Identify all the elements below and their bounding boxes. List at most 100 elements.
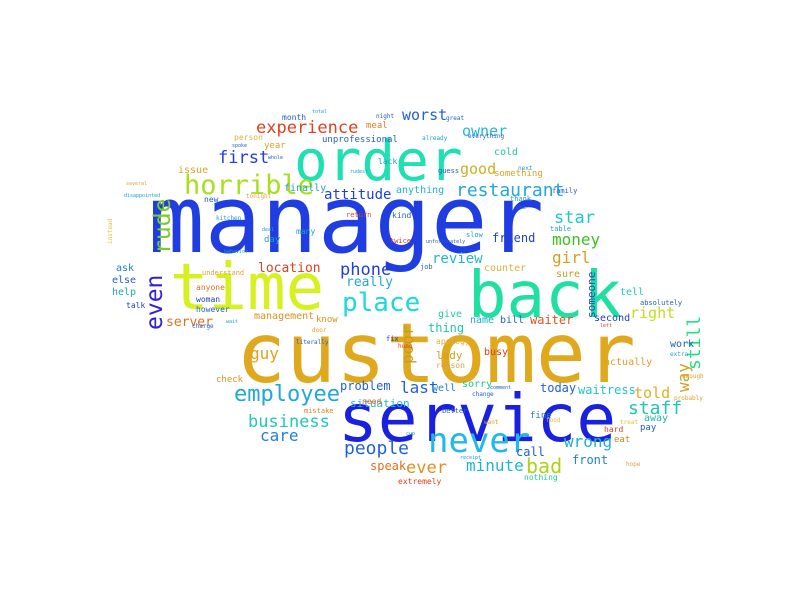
word-care: care (260, 426, 299, 445)
word-manager: manager (148, 166, 545, 275)
word-tell: tell (620, 287, 645, 298)
word-check: check (216, 375, 244, 385)
word-rude: rude (150, 198, 176, 254)
word-literally: literally (296, 339, 329, 346)
word-mistake: mistake (304, 407, 334, 415)
word-today: today (540, 381, 577, 395)
word-person: person (234, 133, 263, 142)
word-already: already (422, 135, 448, 142)
word-good: good (460, 160, 497, 178)
word-work: work (670, 339, 695, 350)
word-instead: instead (107, 218, 114, 244)
word-better: better (442, 407, 468, 415)
word-right: right (630, 304, 676, 322)
word-busy: busy (484, 347, 509, 358)
word-friend: friend (492, 231, 536, 245)
word-lady: lady (436, 349, 463, 362)
word-counter: counter (484, 263, 527, 274)
word-sure: sure (556, 269, 581, 280)
word-review: review (432, 251, 483, 267)
word-attitude: attitude (324, 187, 392, 203)
word-call: call (516, 445, 545, 459)
word-spoke: spoke (232, 143, 248, 149)
word-bill: bill (500, 315, 525, 326)
word-wrong: wrong (564, 432, 613, 451)
word-server: server (166, 315, 213, 330)
word-cold: cold (494, 147, 519, 158)
word-whole: whole (268, 155, 284, 161)
word-apology: apology (436, 337, 470, 346)
word-first: first (218, 148, 270, 168)
word-second: second (594, 313, 631, 324)
word-ever: ever (406, 458, 447, 478)
word-really: really (346, 275, 393, 290)
word-guy: guy (250, 344, 279, 363)
word-star: star (554, 208, 595, 228)
word-extra: extra (670, 351, 689, 358)
word-night: night (376, 113, 395, 120)
word-back: back (468, 259, 623, 333)
word-thing: thing (428, 321, 465, 335)
word-receipt: receipt (460, 455, 482, 461)
word-situation: situation (350, 397, 410, 410)
word-talk: talk (126, 301, 146, 310)
word-well: well (432, 383, 457, 394)
word-want: want (484, 419, 499, 426)
word-people: people (344, 438, 410, 459)
word-door: door (312, 327, 327, 334)
word-eat: eat (614, 435, 631, 445)
word-sorry: sorry (462, 379, 493, 390)
word-woman: woman (196, 295, 221, 304)
word-disappointed: disappointed (124, 193, 161, 199)
word-thank: thank (510, 195, 532, 203)
word-probably: probably (674, 395, 703, 402)
word-meal: meal (366, 121, 388, 131)
word-name: name (470, 315, 495, 326)
word-next: next (518, 165, 533, 172)
word-everything: everything (468, 133, 505, 140)
word-twice: twice (390, 237, 412, 245)
word-know: know (316, 315, 338, 325)
word-hope: hope (626, 461, 641, 468)
word-behavior: behavior (224, 249, 249, 255)
word-enough: enough (682, 373, 704, 380)
word-even: even (142, 274, 168, 330)
word-nothing: nothing (524, 473, 558, 482)
word-place: place (342, 288, 421, 318)
word-deal: deal (262, 227, 275, 233)
word-day: day (264, 235, 281, 245)
word-treat: treat (620, 419, 639, 426)
word-else: else (112, 275, 137, 286)
word-problem: problem (340, 379, 391, 393)
word-worst: worst (402, 106, 448, 124)
word-kind: kind (392, 211, 412, 220)
word-waitress: waitress (578, 383, 636, 397)
word-great: great (446, 115, 465, 122)
word-service: service (338, 380, 617, 457)
word-bad: bad (526, 454, 563, 478)
word-tonight: tonight (246, 193, 272, 200)
word-order: order (294, 129, 463, 194)
word-extremely: extremely (398, 477, 442, 486)
word-new: new (204, 195, 219, 204)
word-help: help (112, 287, 137, 298)
word-restaurant: restaurant (456, 180, 565, 201)
word-table: table (550, 225, 572, 233)
word-reason: reason (436, 361, 465, 370)
word-hard: hard (604, 425, 624, 434)
word-kitchen: kitchen (216, 215, 242, 222)
word-comment: comment (490, 385, 512, 391)
word-finally: finally (284, 183, 327, 194)
word-employee: employee (234, 382, 340, 407)
word-anyone: anyone (196, 283, 225, 292)
word-several: several (126, 181, 148, 187)
word-family: family (552, 187, 578, 195)
word-cup: cup (406, 431, 416, 437)
word-business: business (248, 412, 330, 432)
word-customer: customer (236, 305, 636, 402)
word-unfortunately: unfortunately (426, 239, 466, 245)
word-change: change (472, 391, 494, 398)
word-last: last (400, 378, 439, 397)
word-phone: phone (340, 260, 392, 280)
